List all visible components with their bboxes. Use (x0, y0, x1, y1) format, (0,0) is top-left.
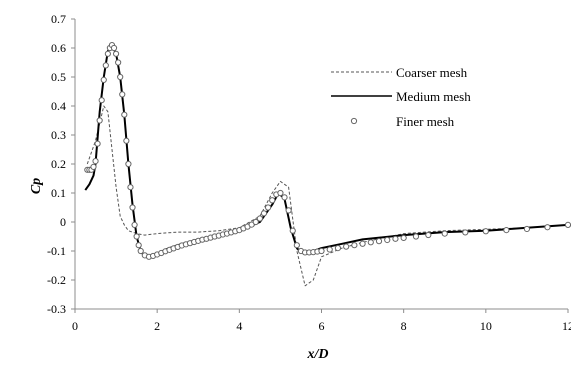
y-tick-label: -0.2 (47, 273, 66, 287)
finer-mesh-point (135, 242, 142, 249)
finer-mesh-point (293, 242, 300, 249)
series-layer (84, 42, 571, 287)
x-tick-label: 8 (401, 319, 407, 333)
finer-mesh-point (392, 235, 399, 242)
finer-mesh-point (98, 97, 105, 104)
finer-mesh-point (441, 230, 448, 237)
finer-mesh-point (112, 50, 120, 57)
x-tick-label: 6 (319, 319, 325, 333)
y-tick-label: 0.6 (51, 41, 66, 55)
finer-mesh-point (412, 233, 420, 240)
medium-mesh-line (84, 44, 569, 258)
y-tick-label: -0.3 (47, 302, 66, 316)
x-tick-label: 0 (72, 319, 78, 333)
finer-mesh-point (125, 160, 132, 168)
finer-mesh-point (252, 218, 259, 226)
x-axis-title: x/D (307, 347, 329, 362)
finer-mesh-point (503, 227, 510, 234)
legend-label-coarser-mesh: Coarser mesh (396, 65, 468, 80)
finer-mesh-point (375, 238, 383, 245)
y-tick-label: 0.5 (51, 70, 66, 84)
finer-mesh-point (129, 204, 136, 211)
finer-mesh-point (523, 225, 531, 233)
legend-label-medium-mesh: Medium mesh (396, 89, 471, 104)
finer-mesh-point (260, 210, 268, 217)
finer-mesh-point (277, 189, 284, 197)
finer-mesh-point (359, 240, 366, 247)
finer-mesh-point (326, 246, 333, 253)
finer-mesh-point (281, 194, 288, 201)
finer-mesh-point (102, 62, 109, 69)
tick-labels: -0.3 -0.2 -0.1 0 0.1 0.2 0.3 0.4 0.5 0.6 0.7 0 2 4 6 8 1… (47, 12, 571, 333)
x-tick-label: 10 (480, 319, 492, 333)
finer-mesh-point (127, 184, 134, 191)
finer-mesh-point (104, 50, 111, 57)
y-axis-title: Cp (29, 178, 44, 194)
y-tick-label: 0.7 (51, 12, 66, 26)
finer-mesh-point (264, 204, 272, 211)
finer-mesh-point (121, 111, 128, 118)
axes (71, 18, 569, 313)
finer-mesh-point (131, 221, 138, 228)
legend-swatch-finer-mesh (350, 117, 358, 125)
y-tick-label: 0.2 (51, 157, 66, 171)
finer-mesh-point (564, 221, 571, 228)
finer-mesh-point (384, 236, 391, 244)
y-tick-label: 0.3 (51, 128, 66, 142)
finer-mesh-point (94, 140, 101, 147)
finer-mesh-point (115, 59, 122, 66)
finer-mesh-point (100, 76, 107, 84)
y-tick-label: 0.1 (51, 186, 66, 200)
finer-mesh-point (117, 73, 124, 81)
x-tick-label: 4 (236, 319, 242, 333)
finer-mesh-point (256, 215, 263, 222)
x-tick-label: 2 (154, 319, 160, 333)
y-tick-label: 0 (60, 215, 66, 229)
finer-mesh-point (119, 91, 126, 98)
finer-mesh-point (96, 117, 103, 124)
finer-mesh-point (133, 233, 140, 240)
finer-mesh-point (343, 243, 350, 250)
finer-mesh-point (544, 224, 551, 231)
finer-mesh-point (90, 163, 97, 170)
finer-mesh-point (351, 242, 358, 249)
finer-mesh-point (318, 247, 325, 255)
finer-mesh-point (334, 245, 342, 252)
y-tick-label: -0.1 (47, 244, 66, 258)
finer-mesh-point (137, 247, 144, 255)
finer-mesh-point (462, 229, 469, 236)
finer-mesh-point (269, 197, 276, 204)
finer-mesh-point (285, 207, 292, 214)
finer-mesh-point (289, 227, 296, 234)
finer-mesh-point (123, 137, 130, 144)
finer-mesh-point (482, 228, 489, 235)
finer-mesh-point (425, 231, 432, 239)
finer-mesh-point (92, 158, 99, 165)
finer-mesh-point (110, 44, 118, 52)
legend: Coarser mesh Medium mesh Finer mesh (331, 65, 471, 129)
finer-mesh-point (367, 239, 374, 246)
x-tick-label: 12 (562, 319, 571, 333)
coarser-mesh-line (86, 105, 569, 287)
y-tick-label: 0.4 (51, 99, 66, 113)
finer-mesh-point (400, 234, 407, 242)
legend-label-finer-mesh: Finer mesh (396, 114, 455, 129)
